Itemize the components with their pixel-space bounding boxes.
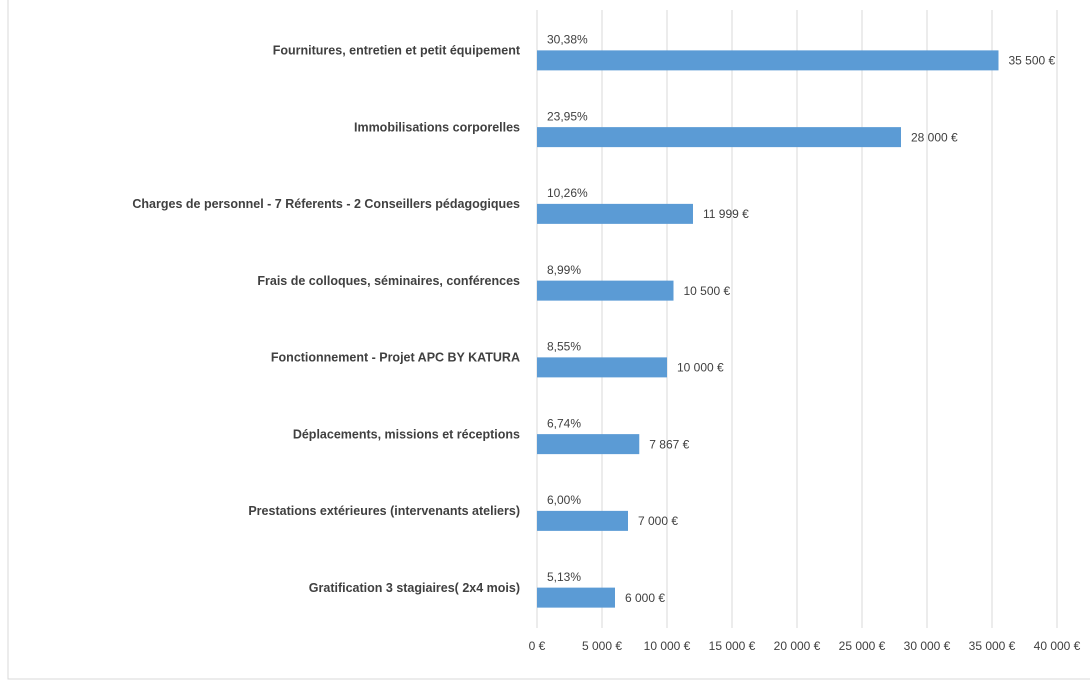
category-label: Déplacements, missions et réceptions xyxy=(293,427,520,441)
category-label: Immobilisations corporelles xyxy=(354,120,520,134)
category-label: Charges de personnel - 7 Réferents - 2 C… xyxy=(132,197,520,211)
category-label: Gratification 3 stagiaires( 2x4 mois) xyxy=(309,581,520,595)
bar xyxy=(537,357,667,378)
value-label: 7 867 € xyxy=(649,437,689,451)
value-label: 10 500 € xyxy=(684,284,731,298)
percentage-label: 6,74% xyxy=(547,416,581,430)
x-tick-label: 5 000 € xyxy=(582,639,622,653)
percentage-label: 30,38% xyxy=(547,33,588,47)
x-tick-label: 10 000 € xyxy=(644,639,691,653)
bar xyxy=(537,50,999,71)
x-tick-label: 35 000 € xyxy=(969,639,1016,653)
category-label: Fournitures, entretien et petit équipeme… xyxy=(273,44,521,58)
percentage-label: 6,00% xyxy=(547,493,581,507)
bar xyxy=(537,434,640,455)
x-tick-label: 30 000 € xyxy=(904,639,951,653)
category-label: Fonctionnement - Projet APC BY KATURA xyxy=(271,351,520,365)
x-tick-label: 15 000 € xyxy=(709,639,756,653)
percentage-label: 8,99% xyxy=(547,263,581,277)
percentage-label: 10,26% xyxy=(547,186,588,200)
value-label: 35 500 € xyxy=(1009,54,1056,68)
x-tick-label: 40 000 € xyxy=(1034,639,1081,653)
bar xyxy=(537,510,628,531)
value-label: 10 000 € xyxy=(677,361,724,375)
category-label: Frais de colloques, séminaires, conféren… xyxy=(257,274,520,288)
value-label: 6 000 € xyxy=(625,591,665,605)
category-label: Prestations extérieures (intervenants at… xyxy=(248,504,520,518)
x-tick-label: 25 000 € xyxy=(839,639,886,653)
bar xyxy=(537,127,901,148)
bar xyxy=(537,587,615,608)
value-label: 7 000 € xyxy=(638,514,678,528)
percentage-label: 8,55% xyxy=(547,340,581,354)
x-tick-label: 20 000 € xyxy=(774,639,821,653)
value-label: 11 999 € xyxy=(703,207,749,221)
bar xyxy=(537,280,674,301)
percentage-label: 23,95% xyxy=(547,109,588,123)
x-tick-label: 0 € xyxy=(529,639,546,653)
bar xyxy=(537,203,693,224)
percentage-label: 5,13% xyxy=(547,570,581,584)
chart-frame xyxy=(7,0,1090,680)
value-label: 28 000 € xyxy=(911,130,958,144)
